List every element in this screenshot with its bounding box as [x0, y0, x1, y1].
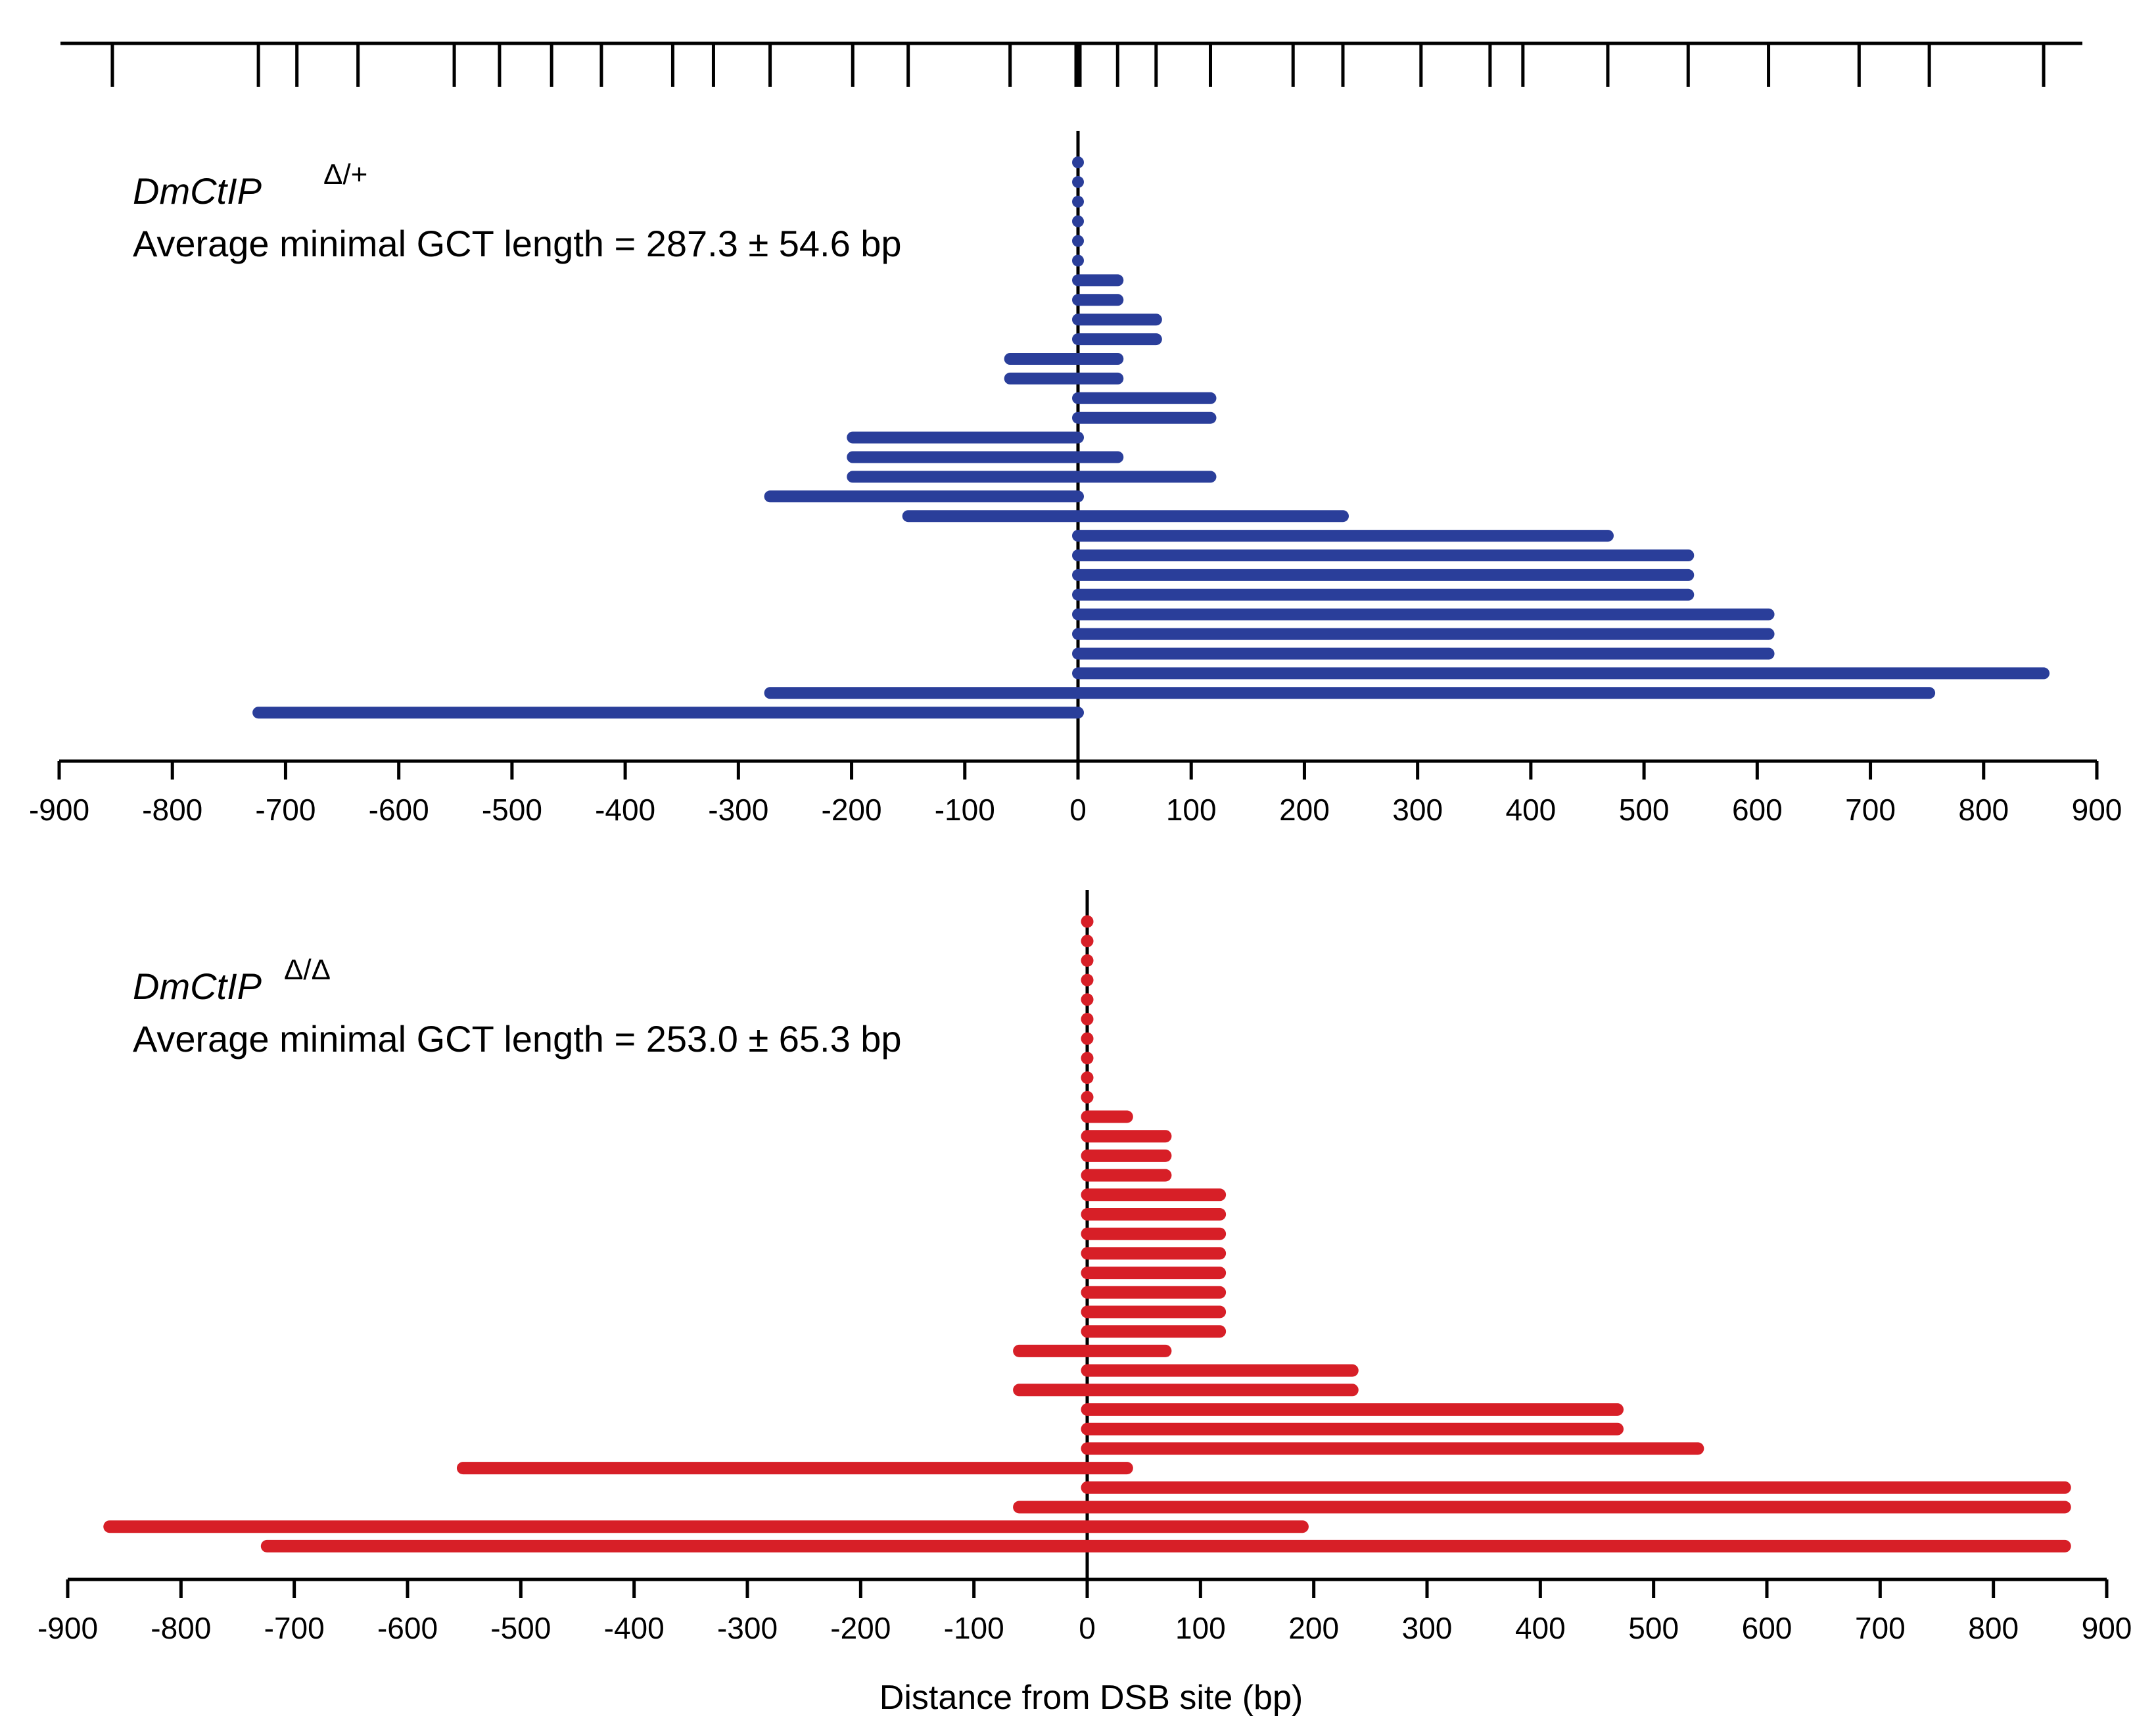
bottom-genotype-label: DmCtIP [133, 966, 262, 1007]
panel-bottom: DmCtIP Δ/Δ Average minimal GCT length = … [37, 890, 2132, 1645]
top-x-tick-label: 800 [1958, 793, 2009, 827]
top-x-tick-label: 500 [1619, 793, 1670, 827]
bottom-x-tick-label: 900 [2082, 1611, 2132, 1645]
top-x-tick-label: -600 [369, 793, 429, 827]
panel-top: DmCtIP Δ/+ Average minimal GCT length = … [29, 131, 2122, 827]
bottom-x-tick-label: -200 [830, 1611, 891, 1645]
bottom-x-tick-label: -300 [717, 1611, 778, 1645]
bottom-x-tick-label: 200 [1288, 1611, 1339, 1645]
bottom-x-tick-label: 400 [1515, 1611, 1566, 1645]
x-axis-title: Distance from DSB site (bp) [879, 1679, 1303, 1717]
top-x-tick-label: -100 [935, 793, 995, 827]
top-genotype-superscript: Δ/+ [323, 158, 367, 191]
top-x-tick-label: -300 [708, 793, 768, 827]
top-x-tick-label: -500 [482, 793, 542, 827]
bottom-x-tick-label: 600 [1742, 1611, 1793, 1645]
bottom-x-tick-label: 800 [1968, 1611, 2019, 1645]
top-x-tick-label: 0 [1069, 793, 1087, 827]
bottom-x-tick-label: -700 [264, 1611, 325, 1645]
bottom-x-tick-label: -500 [490, 1611, 551, 1645]
bottom-average-length-annotation: Average minimal GCT length = 253.0 ± 65.… [133, 1018, 902, 1060]
top-x-tick-label: -700 [255, 793, 316, 827]
marker-map [60, 41, 2082, 87]
top-x-tick-label: 400 [1506, 793, 1557, 827]
top-average-length-annotation: Average minimal GCT length = 287.3 ± 54.… [133, 223, 902, 264]
top-x-tick-label: 100 [1166, 793, 1217, 827]
bottom-x-tick-label: -400 [604, 1611, 665, 1645]
top-x-tick-label: -400 [595, 793, 655, 827]
top-x-tick-label: -900 [29, 793, 89, 827]
top-x-tick-label: 300 [1392, 793, 1443, 827]
bottom-genotype-superscript: Δ/Δ [284, 954, 331, 986]
top-x-tick-label: -800 [142, 793, 202, 827]
bottom-x-tick-label: 500 [1628, 1611, 1679, 1645]
bottom-x-tick-label: -100 [944, 1611, 1004, 1645]
bottom-x-tick-label: 0 [1079, 1611, 1096, 1645]
top-x-tick-label: 600 [1732, 793, 1783, 827]
bottom-x-tick-label: 300 [1402, 1611, 1453, 1645]
bottom-x-tick-label: -900 [37, 1611, 98, 1645]
bottom-x-tick-label: 700 [1855, 1611, 1906, 1645]
top-x-tick-label: 900 [2072, 793, 2122, 827]
bottom-x-tick-label: -600 [377, 1611, 438, 1645]
bottom-x-tick-label: 100 [1175, 1611, 1226, 1645]
top-x-tick-label: -200 [822, 793, 882, 827]
top-genotype-label: DmCtIP [133, 170, 262, 212]
top-x-tick-label: 700 [1845, 793, 1896, 827]
top-x-tick-label: 200 [1279, 793, 1330, 827]
bottom-x-tick-label: -800 [151, 1611, 211, 1645]
